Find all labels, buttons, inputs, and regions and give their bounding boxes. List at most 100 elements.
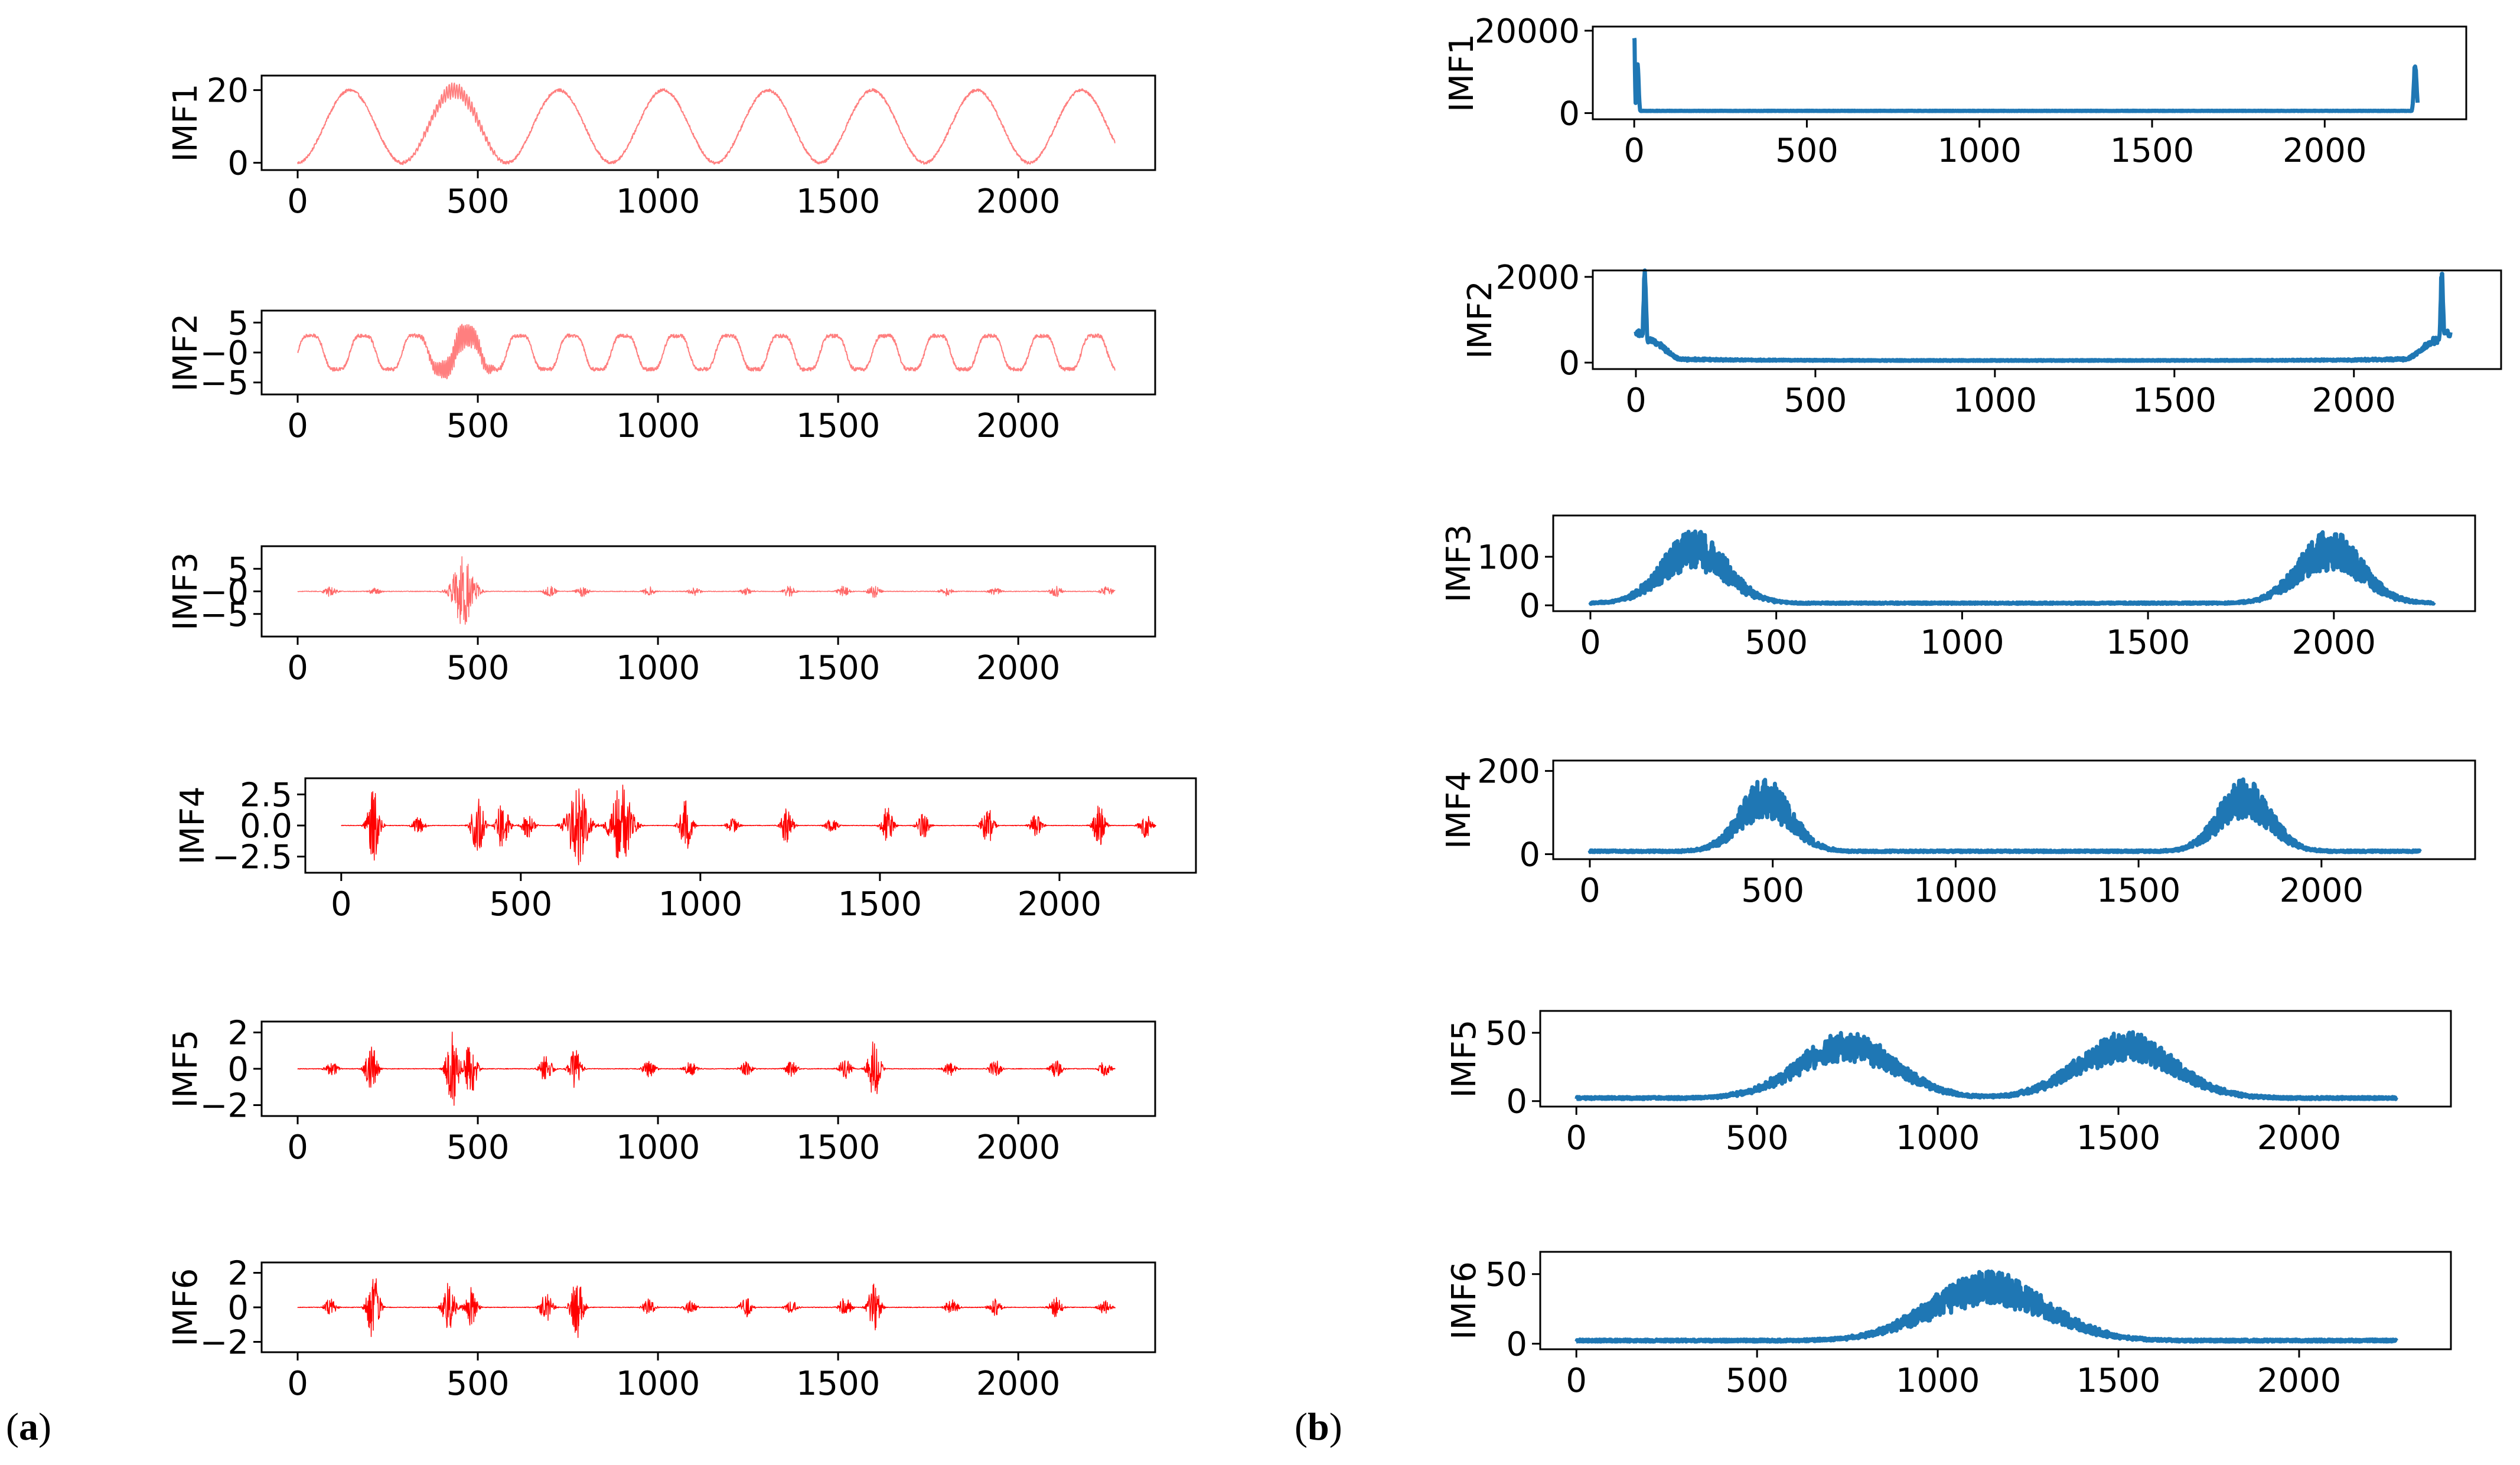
x-tick-label: 0 — [1566, 1119, 1587, 1157]
x-tick-label: 1500 — [796, 407, 881, 445]
x-tick-label: 500 — [1726, 1362, 1789, 1400]
x-tick-label: 0 — [1625, 381, 1647, 420]
y-tick-label: 0 — [1506, 1326, 1527, 1364]
y-axis-label: IMF2 — [167, 314, 205, 392]
axes-frame — [1552, 759, 2476, 860]
x-tick-label: 500 — [446, 1128, 510, 1167]
panel-label-a: (a) — [6, 1405, 51, 1448]
series-line — [1632, 37, 2420, 113]
x-tick-label: 1000 — [1896, 1119, 1980, 1157]
x-tick-label: 2000 — [2292, 624, 2376, 662]
y-axis-label: IMF2 — [1461, 280, 1499, 359]
axes-frame — [1539, 1251, 2452, 1350]
x-tick-label: 2000 — [976, 182, 1061, 221]
x-tick-label: 1500 — [796, 649, 881, 687]
y-axis-label: IMF6 — [1445, 1261, 1484, 1340]
x-tick-label: 2000 — [2257, 1119, 2342, 1157]
x-tick-label: 1000 — [616, 649, 700, 687]
x-tick-label: 1500 — [796, 182, 881, 221]
x-tick-label: 500 — [446, 1365, 510, 1403]
x-tick-label: 2000 — [1018, 885, 1102, 924]
panel-label-b: (b) — [1295, 1405, 1342, 1448]
axes-frame — [1539, 1010, 2452, 1108]
x-tick-label: 500 — [489, 885, 552, 924]
y-tick-label: 0 — [1519, 587, 1540, 625]
x-tick-label: 0 — [287, 1365, 308, 1403]
y-tick-label: 5 — [227, 304, 249, 342]
subplot-b-2: 0 500 1000 1500 2000 2000 0 IMF2 — [1461, 259, 2502, 420]
x-tick-label: 500 — [1784, 381, 1847, 420]
subplot-b-1: 0 500 1000 1500 2000 20000 0 IMF1 — [1443, 12, 2467, 170]
y-tick-label: 0 — [1559, 95, 1580, 133]
x-tick-label: 500 — [446, 407, 510, 445]
x-tick-label: 1500 — [2076, 1119, 2161, 1157]
y-tick-label: 5 — [227, 550, 249, 589]
y-tick-label: 0 — [1559, 344, 1580, 383]
x-tick-label: 1500 — [2097, 872, 2181, 910]
x-tick-label: 0 — [1624, 132, 1645, 170]
x-tick-label: 1000 — [1953, 381, 2037, 420]
x-tick-label: 1000 — [616, 182, 700, 221]
x-tick-label: 0 — [287, 1128, 308, 1167]
x-tick-label: 0 — [287, 182, 308, 221]
x-tick-label: 1500 — [2076, 1362, 2161, 1400]
x-tick-label: 2000 — [976, 649, 1061, 687]
x-tick-label: 1500 — [2133, 381, 2217, 420]
y-tick-label: −2 — [200, 1323, 249, 1362]
y-tick-label: 2.5 — [240, 776, 292, 814]
axes-frame — [1592, 269, 2502, 370]
y-axis-label: IMF4 — [1440, 771, 1478, 849]
x-tick-label: 2000 — [976, 407, 1061, 445]
x-tick-label: 0 — [1580, 624, 1601, 662]
series-line — [297, 1278, 1116, 1338]
series-line — [297, 324, 1116, 380]
y-axis-label: IMF6 — [167, 1268, 205, 1347]
y-tick-label: −2.5 — [212, 838, 292, 877]
y-tick-label: 0.0 — [240, 807, 292, 846]
y-tick-label: 0 — [1506, 1083, 1527, 1121]
series-line — [1634, 268, 2453, 363]
y-tick-label: 0 — [1519, 836, 1540, 875]
x-tick-label: 1000 — [616, 1128, 700, 1167]
x-tick-label: 2000 — [976, 1365, 1061, 1403]
x-tick-label: 2000 — [2280, 872, 2364, 910]
y-tick-label: 2 — [227, 1255, 249, 1293]
x-tick-label: 500 — [1745, 624, 1808, 662]
series-line — [1587, 777, 2422, 854]
x-tick-label: 1000 — [1896, 1362, 1980, 1400]
axes-frame — [260, 74, 1156, 171]
x-tick-label: 500 — [1726, 1119, 1789, 1157]
x-tick-label: 1500 — [2106, 624, 2190, 662]
x-tick-label: 2000 — [2312, 381, 2397, 420]
y-axis-label: IMF3 — [1440, 524, 1478, 603]
y-tick-label: 2000 — [1495, 259, 1580, 297]
y-axis-label: IMF5 — [1445, 1020, 1484, 1098]
x-tick-label: 0 — [331, 885, 352, 924]
x-tick-label: 0 — [1579, 872, 1600, 910]
y-tick-label: 200 — [1477, 753, 1540, 791]
y-tick-label: 50 — [1485, 1256, 1527, 1294]
x-tick-label: 500 — [446, 182, 510, 221]
y-axis-label: IMF5 — [167, 1030, 205, 1108]
x-tick-label: 1000 — [1913, 872, 1998, 910]
series-line — [1588, 529, 2436, 606]
y-tick-label: −2 — [200, 1087, 249, 1125]
y-tick-label: −5 — [200, 596, 249, 634]
x-tick-label: 1000 — [1920, 624, 2004, 662]
x-tick-label: 1500 — [2110, 132, 2195, 170]
series-line — [1574, 1269, 2398, 1344]
x-tick-label: 2000 — [2283, 132, 2367, 170]
axes-frame — [1552, 514, 2476, 612]
y-tick-label: 0 — [227, 145, 249, 183]
y-axis-label: IMF1 — [1443, 34, 1481, 112]
y-axis-label: IMF1 — [167, 84, 205, 162]
